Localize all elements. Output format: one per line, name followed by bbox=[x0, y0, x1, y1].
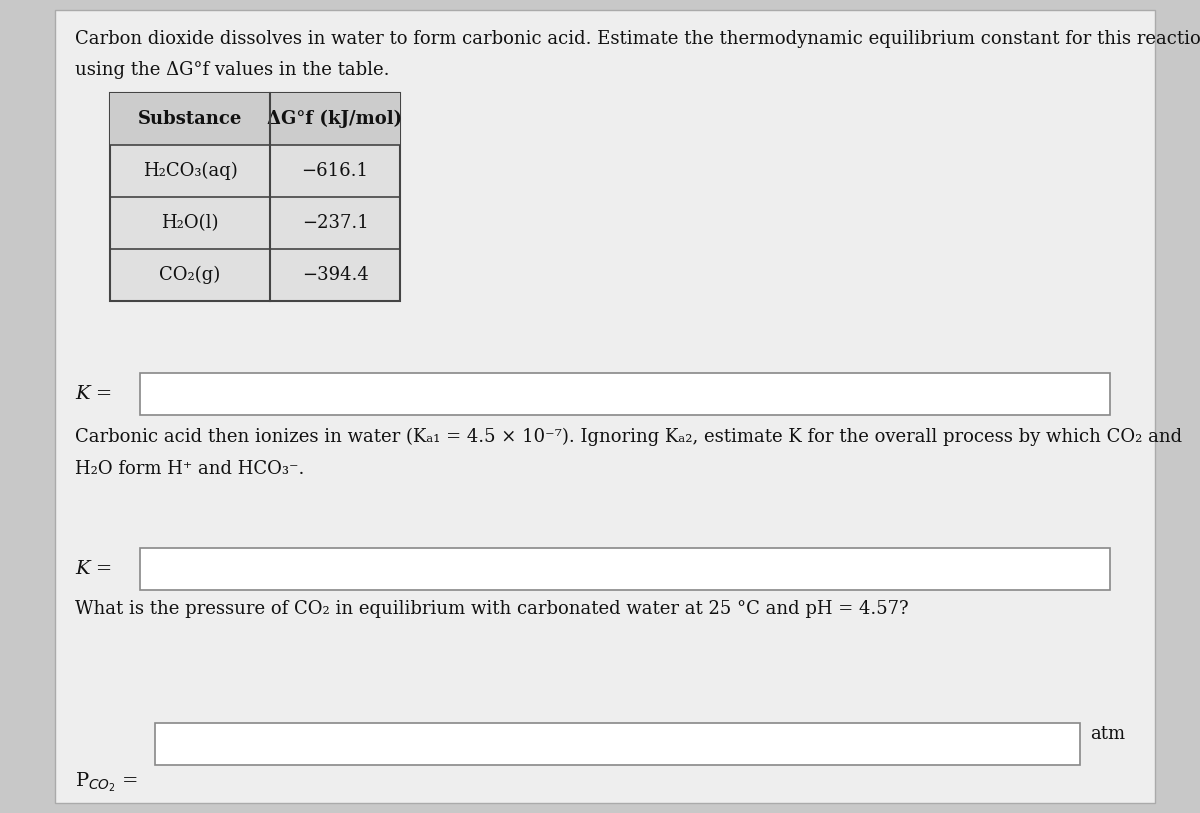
FancyBboxPatch shape bbox=[140, 373, 1110, 415]
FancyBboxPatch shape bbox=[55, 10, 1154, 803]
Text: What is the pressure of CO₂ in equilibrium with carbonated water at 25 °C and pH: What is the pressure of CO₂ in equilibri… bbox=[74, 600, 908, 618]
FancyBboxPatch shape bbox=[140, 548, 1110, 590]
FancyBboxPatch shape bbox=[110, 93, 400, 145]
Text: −616.1: −616.1 bbox=[301, 162, 368, 180]
Text: atm: atm bbox=[1090, 725, 1126, 743]
FancyBboxPatch shape bbox=[155, 723, 1080, 765]
Text: K =: K = bbox=[74, 560, 113, 578]
Text: Substance: Substance bbox=[138, 110, 242, 128]
Text: H₂O form H⁺ and HCO₃⁻.: H₂O form H⁺ and HCO₃⁻. bbox=[74, 460, 305, 478]
Text: Carbon dioxide dissolves in water to form carbonic acid. Estimate the thermodyna: Carbon dioxide dissolves in water to for… bbox=[74, 30, 1200, 48]
Text: −394.4: −394.4 bbox=[301, 266, 368, 284]
Text: Carbonic acid then ionizes in water (Kₐ₁ = 4.5 × 10⁻⁷). Ignoring Kₐ₂, estimate K: Carbonic acid then ionizes in water (Kₐ₁… bbox=[74, 428, 1182, 446]
FancyBboxPatch shape bbox=[110, 93, 400, 301]
Text: K =: K = bbox=[74, 385, 113, 403]
Text: using the ΔG°f values in the table.: using the ΔG°f values in the table. bbox=[74, 61, 390, 79]
Text: ΔG°f (kJ/mol): ΔG°f (kJ/mol) bbox=[268, 110, 402, 128]
Text: P$_{CO_2}$ =: P$_{CO_2}$ = bbox=[74, 770, 138, 793]
Text: H₂CO₃(aq): H₂CO₃(aq) bbox=[143, 162, 238, 180]
Text: H₂O(l): H₂O(l) bbox=[161, 214, 218, 232]
Text: CO₂(g): CO₂(g) bbox=[160, 266, 221, 284]
Text: −237.1: −237.1 bbox=[301, 214, 368, 232]
